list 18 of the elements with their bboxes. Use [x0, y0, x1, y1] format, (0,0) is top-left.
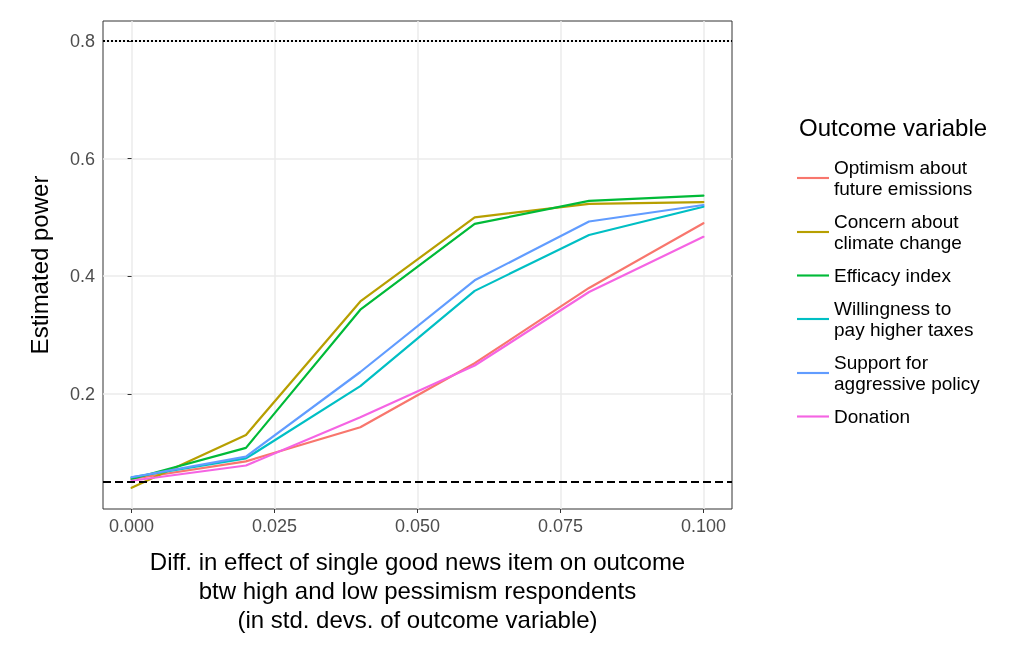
legend-label: Optimism about future emissions: [834, 157, 973, 199]
x-tick-label: 0.050: [394, 516, 441, 536]
legend-label: Willingness to pay higher taxes: [834, 298, 974, 340]
legend-label: Concern about climate change: [834, 211, 962, 253]
y-tick-label: 0.8: [69, 30, 95, 51]
x-tick-label: 0.000: [109, 516, 155, 536]
y-tick-label: 0.4: [69, 266, 95, 287]
y-tick-label: 0.6: [69, 148, 95, 169]
legend-label: Support for aggressive policy: [834, 352, 981, 394]
x-axis-title: Diff. in effect of single good news item on outcome btw high and low pessimism respondents (in std. devs. of outcome variable): [149, 548, 686, 633]
legend-label: Donation: [834, 406, 911, 427]
legend-label: Efficacy index: [834, 265, 952, 286]
x-tick-label: 0.075: [537, 516, 583, 536]
x-tick-label: 0.025: [252, 516, 298, 536]
y-tick-label: 0.2: [69, 383, 95, 404]
y-axis-title: Estimated power: [25, 175, 53, 355]
legend-title: Outcome variable: [799, 113, 988, 141]
x-tick-label: 0.100: [680, 516, 726, 536]
